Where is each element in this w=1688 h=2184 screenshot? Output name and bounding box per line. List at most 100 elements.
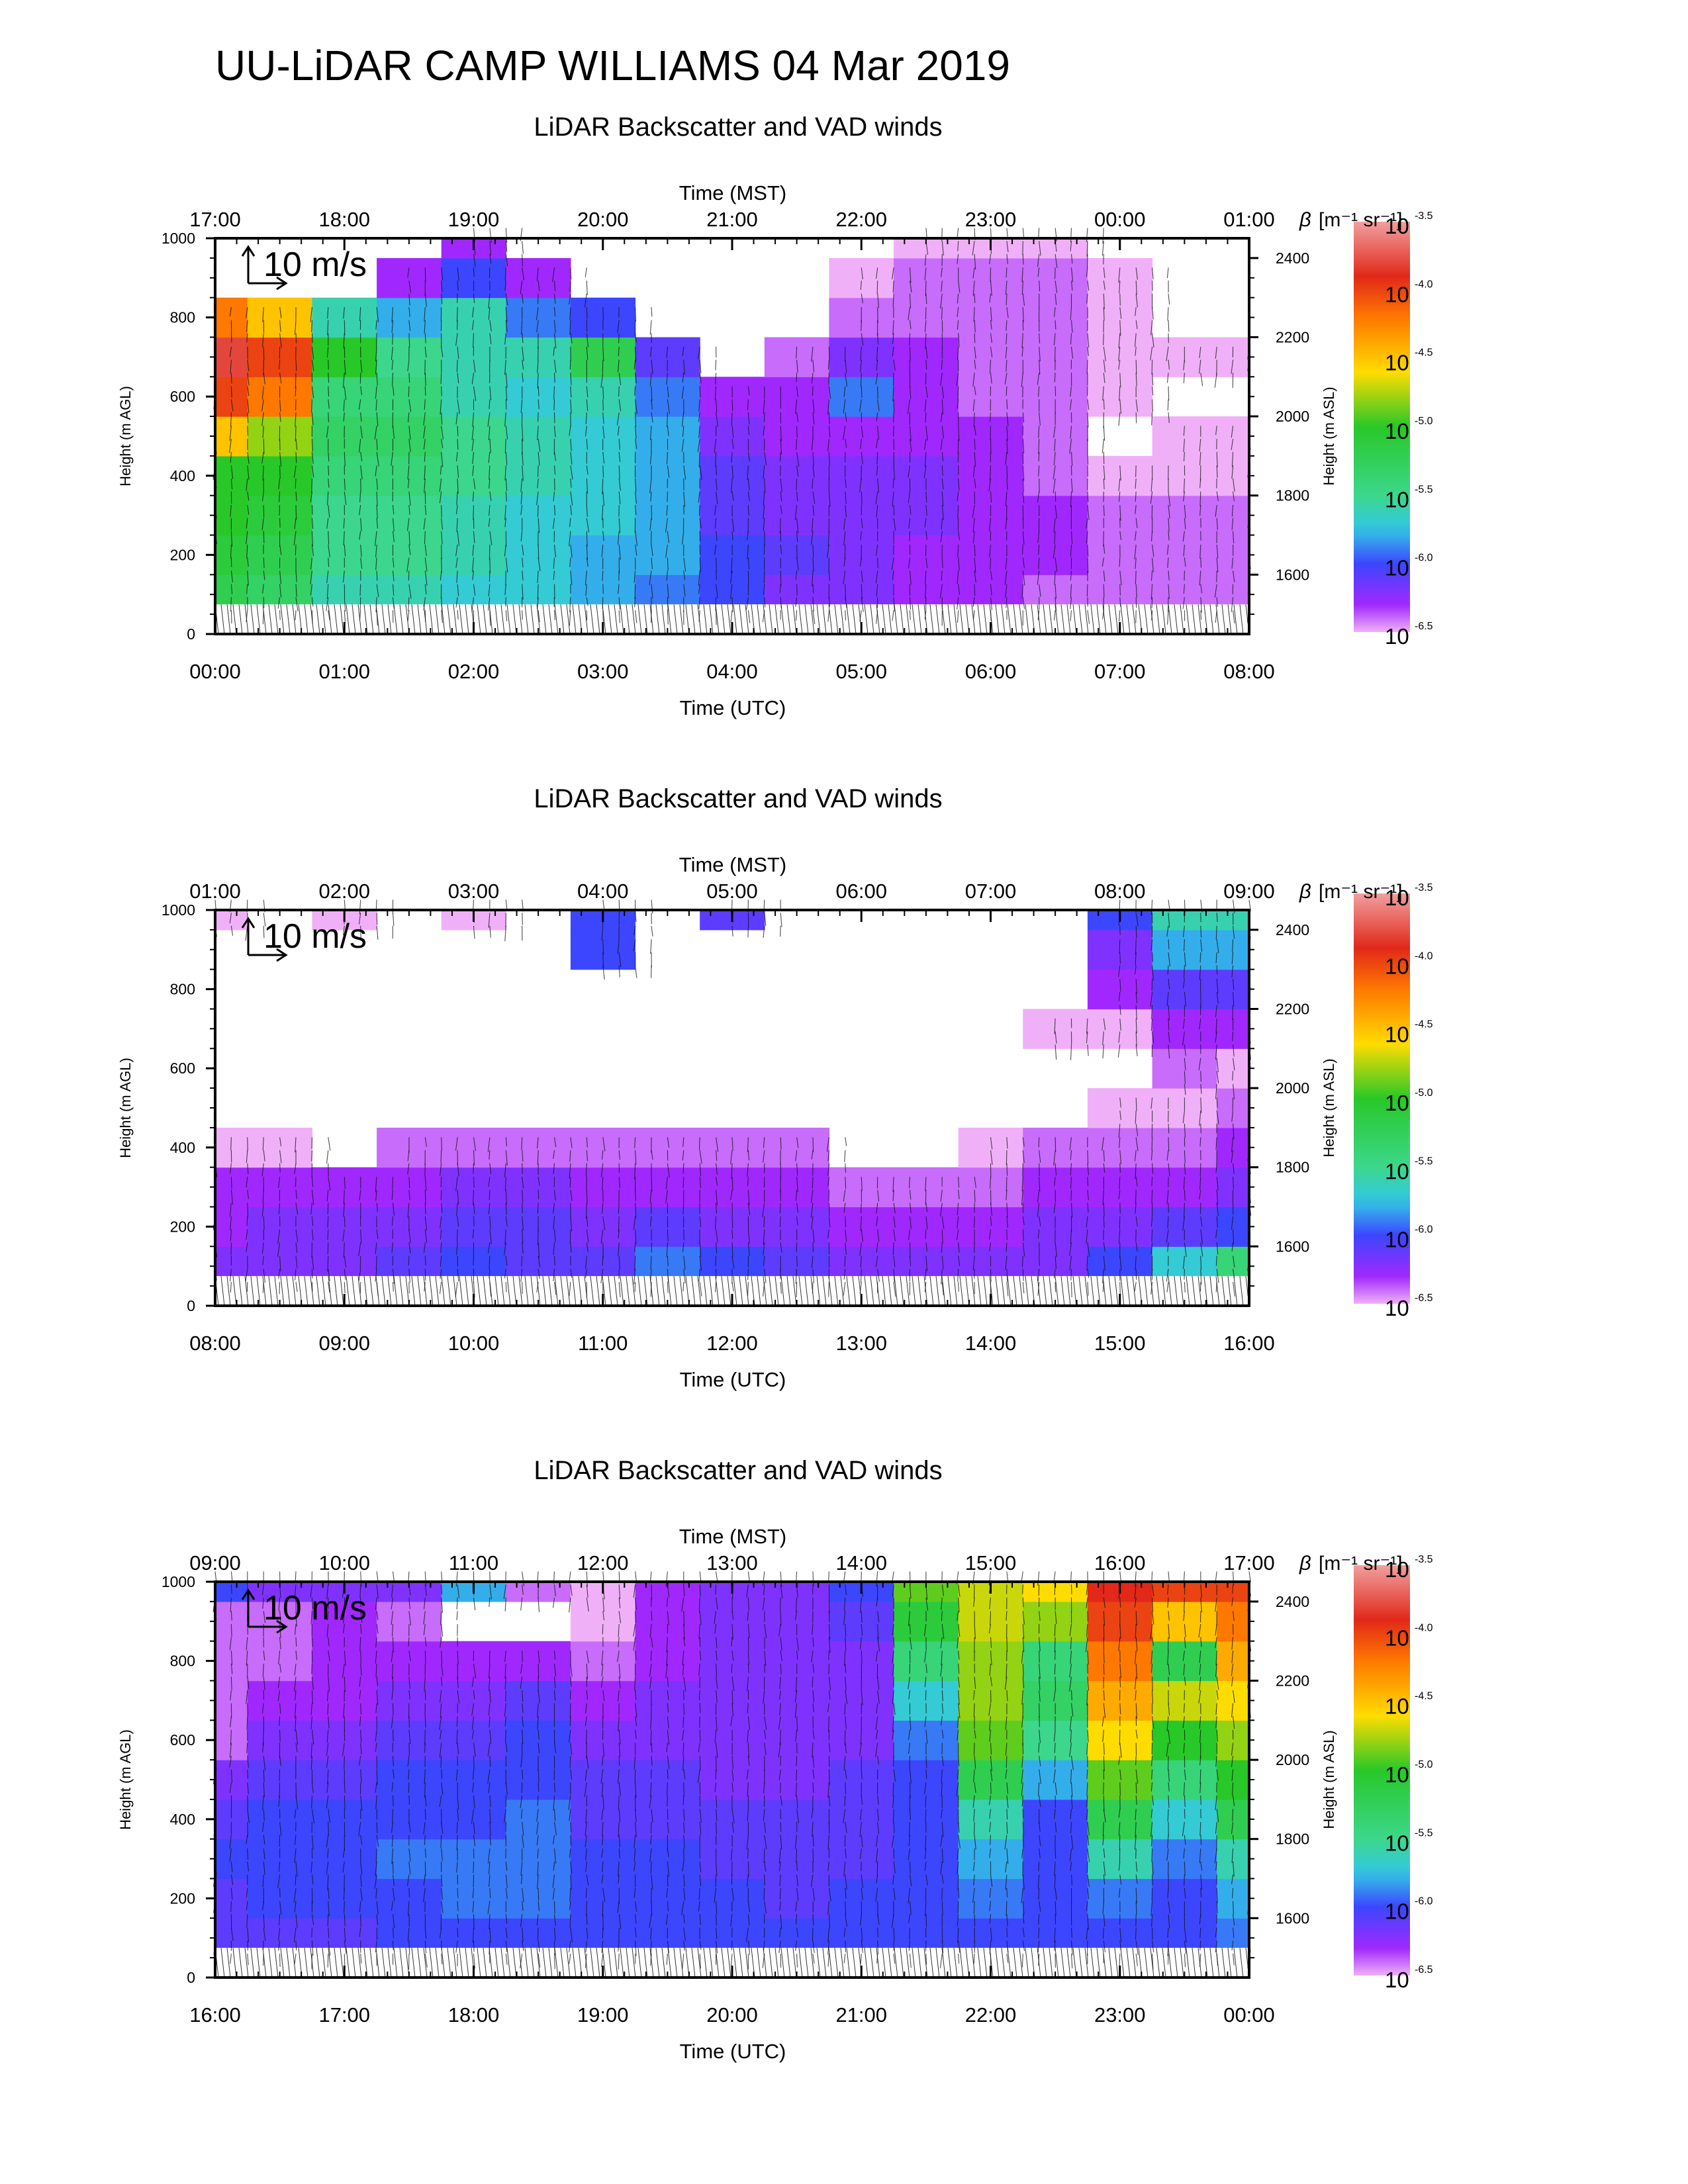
- wind-arrow: [1215, 1137, 1217, 1150]
- wind-arrow: [279, 1163, 281, 1173]
- wind-arrow: [796, 610, 798, 621]
- wind-arrow: [602, 1743, 605, 1757]
- wind-arrow: [1233, 1084, 1235, 1100]
- wind-arrow: [941, 465, 943, 476]
- wind-arrow: [1103, 1216, 1105, 1228]
- wind-arrow: [569, 1756, 571, 1768]
- wind-arrow: [667, 1137, 670, 1148]
- wind-arrow: [876, 1242, 878, 1253]
- wind-arrow: [1006, 597, 1008, 609]
- wind-arrow: [1168, 359, 1170, 370]
- ground-band-hatch: [417, 604, 422, 635]
- heatmap-cell: [764, 1127, 829, 1168]
- ground-band-hatch: [524, 1948, 529, 1978]
- wind-arrow: [392, 1756, 394, 1766]
- wind-arrow: [1103, 531, 1104, 547]
- wind-arrow: [553, 518, 555, 529]
- wind-arrow: [602, 1756, 604, 1766]
- ground-band-hatch: [852, 1276, 857, 1306]
- wind-arrow: [326, 1729, 329, 1743]
- wind-arrow: [392, 1729, 394, 1742]
- wind-arrow: [763, 584, 765, 596]
- wind-arrow: [328, 1651, 330, 1662]
- wind-arrow: [1119, 1137, 1121, 1148]
- wind-arrow: [1055, 253, 1058, 268]
- wind-arrow: [246, 1690, 248, 1704]
- wind-arrow: [924, 253, 927, 266]
- ground-band-hatch: [447, 604, 451, 635]
- wind-arrow: [941, 359, 943, 370]
- wind-arrow: [1118, 478, 1121, 492]
- heatmap-cell: [635, 455, 700, 496]
- ground-band-hatch: [494, 1948, 499, 1978]
- colorbar-tick-exponent: -4.0: [1415, 279, 1433, 290]
- ground-band-hatch: [226, 1276, 231, 1306]
- wind-arrow: [651, 925, 653, 936]
- ground-band-hatch: [715, 1276, 720, 1306]
- wind-arrow: [440, 1637, 442, 1648]
- wind-arrow: [957, 505, 959, 519]
- wind-arrow: [279, 584, 282, 598]
- wind-arrow: [1152, 544, 1154, 557]
- ground-band-hatch: [340, 1948, 344, 1978]
- wind-arrow: [667, 1229, 669, 1242]
- wind-arrow: [1037, 1269, 1040, 1282]
- wind-arrow: [342, 1861, 345, 1873]
- wind-arrow: [764, 1821, 766, 1833]
- ground-band-hatch: [703, 1948, 708, 1978]
- ground-band-hatch: [1037, 1276, 1041, 1306]
- wind-arrow: [1006, 293, 1008, 306]
- wind-arrow: [635, 412, 637, 427]
- wind-arrow: [408, 491, 411, 506]
- heatmap-cell: [1023, 455, 1088, 496]
- wind-arrow: [651, 1177, 653, 1192]
- ground-band-hatch: [1084, 604, 1089, 635]
- wind-arrow: [263, 925, 265, 938]
- x2-tick-label: 20:00: [577, 208, 629, 231]
- wind-arrow: [471, 1703, 475, 1716]
- wind-arrow: [651, 1874, 653, 1889]
- wind-arrow: [941, 241, 944, 256]
- wind-scale-arrowhead: [276, 948, 288, 962]
- ground-band-hatch: [381, 1948, 386, 1978]
- wind-arrow: [618, 1743, 621, 1757]
- wind-arrow: [457, 531, 460, 546]
- wind-arrow: [455, 412, 458, 425]
- ground-band-hatch: [542, 1948, 547, 1978]
- wind-arrow: [230, 373, 232, 384]
- wind-arrow: [1135, 293, 1138, 308]
- heatmap-cell: [1217, 1680, 1250, 1721]
- ground-band-hatch: [1043, 604, 1047, 635]
- wind-arrow: [504, 544, 506, 557]
- wind-arrow: [731, 1163, 733, 1179]
- wind-arrow: [1055, 280, 1058, 293]
- wind-arrow: [1039, 346, 1041, 361]
- wind-arrow: [553, 1795, 555, 1811]
- wind-arrow: [263, 1861, 265, 1875]
- wind-arrow: [586, 597, 588, 606]
- ground-band-hatch: [822, 604, 827, 635]
- ground-band-hatch: [894, 1276, 898, 1306]
- ground-band-hatch: [250, 1276, 255, 1306]
- wind-arrow: [1184, 1282, 1186, 1293]
- wind-arrow: [1087, 333, 1090, 348]
- ground-band-hatch: [1043, 1948, 1047, 1978]
- wind-arrow: [344, 451, 346, 466]
- wind-arrow: [1118, 359, 1121, 370]
- wind-arrow: [473, 1795, 475, 1809]
- ground-band-hatch: [548, 1948, 553, 1978]
- wind-arrow: [375, 386, 377, 399]
- ground-band-hatch: [882, 1276, 886, 1306]
- wind-arrow: [1200, 584, 1203, 594]
- wind-arrow: [326, 1795, 329, 1809]
- wind-arrow: [941, 491, 944, 506]
- wind-arrow: [812, 1137, 814, 1152]
- ground-band-hatch: [1025, 1276, 1029, 1306]
- wind-arrow: [812, 491, 816, 504]
- wind-arrow: [522, 1690, 524, 1702]
- ground-band-hatch: [363, 1948, 368, 1978]
- wind-arrow: [909, 439, 912, 453]
- wind-arrow: [1118, 346, 1121, 361]
- wind-arrow: [489, 544, 491, 561]
- wind-arrow: [263, 1782, 265, 1797]
